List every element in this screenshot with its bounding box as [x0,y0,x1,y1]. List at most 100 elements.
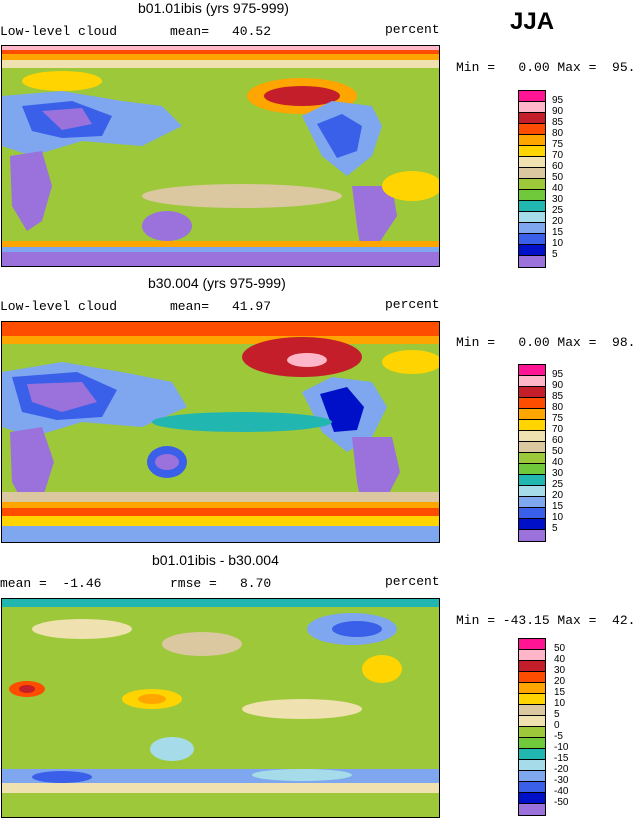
panel3-rmse-label: rmse = [170,576,217,591]
panel1-swatch-85 [519,113,545,124]
panel1-level-label: 75 [552,139,564,150]
panel1-swatch-60 [519,157,545,168]
panel3-level-label: -20 [554,764,569,775]
panel1-level-label: 90 [552,106,564,117]
panel3-swatch-20 [519,672,545,683]
panel2-swatch-0 [519,530,545,541]
panel3-level-label: -40 [554,786,569,797]
panel3-swatch-m10 [519,749,545,760]
panel3-level-label: 30 [554,665,566,676]
panel2-swatch-40 [519,453,545,464]
panel3-swatch-m40 [519,793,545,804]
panel2-level-label: 70 [552,424,564,435]
panel2-swatch-25 [519,475,545,486]
panel2-level-label: 25 [552,479,564,490]
panel2-swatch-90 [519,376,545,387]
panel2-minmax: Min = 0.00 Max = 98.10 [456,335,634,350]
panel2-swatch-80 [519,398,545,409]
panel3-level-label: 15 [554,687,566,698]
panel1-swatch-95 [519,91,545,102]
panel2-mean-label: mean= [170,299,210,314]
panel2-swatch-75 [519,409,545,420]
panel1-field-label: Low-level cloud [0,24,118,39]
panel3-swatch-50 [519,639,545,650]
panel2-title: b30.004 (yrs 975-999) [148,275,286,291]
panel3-level-label: -10 [554,742,569,753]
panel1-swatch-0 [519,256,545,267]
panel1-swatch-70 [519,146,545,157]
panel2-field-label: Low-level cloud [0,299,118,314]
panel3-swatch-m15 [519,760,545,771]
panel3-colorbar [518,638,546,816]
panel2-level-label: 95 [552,369,564,380]
panel3-swatch-m0 [519,727,545,738]
panel3-level-label: 10 [554,698,566,709]
panel1-swatch-80 [519,124,545,135]
panel3-units: percent [385,574,440,589]
panel1-swatch-90 [519,102,545,113]
panel1-units: percent [385,22,440,37]
panel1-swatch-25 [519,201,545,212]
panel2-swatch-70 [519,420,545,431]
panel2-level-label: 80 [552,402,564,413]
panel2-swatch-60 [519,431,545,442]
panel2-mean-value: 41.97 [232,299,272,314]
panel2-level-label: 20 [552,490,564,501]
panel3-swatch-m5 [519,738,545,749]
panel1-level-label: 10 [552,238,564,249]
panel3-level-label: 0 [554,720,560,731]
panel3-swatch-5 [519,705,545,716]
panel3-swatch-m50 [519,804,545,815]
panel3-swatch-40 [519,650,545,661]
panel3-minmax: Min = -43.15 Max = 42.94 [456,613,634,628]
panel1-swatch-20 [519,212,545,223]
panel3-level-label: -5 [554,731,563,742]
panel1-map [1,45,440,267]
panel2-level-label: 30 [552,468,564,479]
panel1-title: b01.01ibis (yrs 975-999) [138,0,289,16]
panel3-swatch-m30 [519,782,545,793]
panel2-swatch-20 [519,486,545,497]
panel1-level-label: 60 [552,161,564,172]
panel2-swatch-95 [519,365,545,376]
panel1-colorbar [518,90,546,268]
panel3-mean-label: mean = -1.46 [0,576,102,591]
panel1-swatch-40 [519,179,545,190]
panel3-level-label: 5 [554,709,560,720]
panel1-map-field [2,46,439,266]
panel1-level-label: 70 [552,150,564,161]
panel3-map-field [2,599,439,817]
panel3-level-label: -30 [554,775,569,786]
panel2-swatch-10 [519,508,545,519]
panel3-level-label: -15 [554,753,569,764]
panel2-map [1,321,440,543]
panel2-swatch-15 [519,497,545,508]
panel2-units: percent [385,297,440,312]
panel2-level-label: 50 [552,446,564,457]
panel3-swatch-15 [519,683,545,694]
panel2-level-label: 40 [552,457,564,468]
panel3-map [1,598,440,818]
panel3-level-label: 50 [554,643,566,654]
panel1-level-label: 20 [552,216,564,227]
panel1-swatch-5 [519,245,545,256]
panel1-level-label: 50 [552,172,564,183]
panel3-swatch-10 [519,694,545,705]
panel1-level-label: 5 [552,249,558,260]
panel3-level-label: 20 [554,676,566,687]
panel2-swatch-85 [519,387,545,398]
panel1-minmax: Min = 0.00 Max = 95.84 [456,60,634,75]
panel1-swatch-10 [519,234,545,245]
panel2-level-label: 15 [552,501,564,512]
panel1-level-label: 85 [552,117,564,128]
panel1-swatch-75 [519,135,545,146]
panel1-swatch-30 [519,190,545,201]
panel1-level-label: 25 [552,205,564,216]
panel2-map-field [2,322,439,542]
panel2-level-label: 10 [552,512,564,523]
panel1-swatch-15 [519,223,545,234]
panel1-level-label: 40 [552,183,564,194]
panel2-swatch-50 [519,442,545,453]
panel3-swatch-0 [519,716,545,727]
panel2-level-label: 5 [552,523,558,534]
